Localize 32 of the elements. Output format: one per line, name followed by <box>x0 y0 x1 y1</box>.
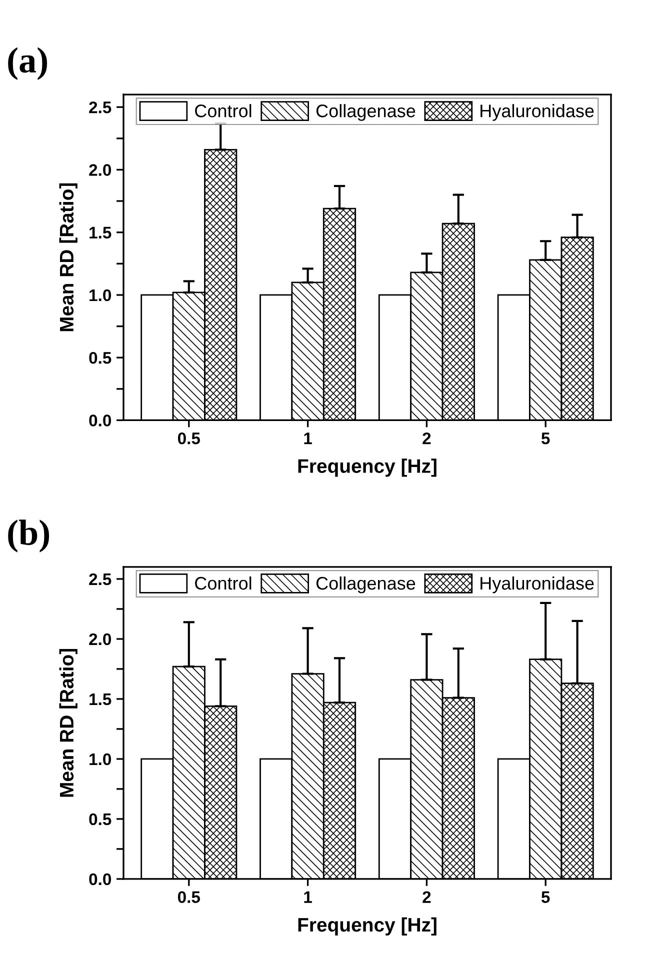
y-tick-label: 2.5 <box>89 102 112 114</box>
legend-label: Hyaluronidase <box>480 104 594 121</box>
chart-title: (b) <box>8 520 50 552</box>
x-tick-label: 5 <box>541 891 550 904</box>
chart-title: (a) <box>8 47 48 80</box>
y-tick-label: 1.5 <box>90 694 112 706</box>
x-tick-label: 0.5 <box>178 432 200 444</box>
legend-label: Control <box>195 104 252 118</box>
x-tick-label: 2 <box>422 891 431 903</box>
legend-label: Hyaluronidase <box>480 576 594 594</box>
x-tick-label: 2 <box>422 432 431 444</box>
x-tick-label: 5 <box>541 432 550 444</box>
x-tick-label: 1 <box>304 432 312 444</box>
legend-label: Control <box>195 576 252 590</box>
y-tick-label: 1.0 <box>90 753 112 766</box>
y-tick-label: 0.5 <box>89 813 112 826</box>
legend-label: Collagenase <box>316 576 416 594</box>
y-tick-label: 2.5 <box>89 573 112 586</box>
x-axis-title: Frequency [Hz] <box>298 458 436 477</box>
y-tick-label: 2.0 <box>89 633 112 646</box>
y-tick-label: 1.5 <box>90 226 112 239</box>
y-tick-label: 0.0 <box>89 414 112 426</box>
x-tick-label: 1 <box>304 891 312 903</box>
y-tick-label: 2.0 <box>89 164 112 176</box>
y-tick-label: 0.0 <box>89 873 112 886</box>
x-axis-title: Frequency [Hz] <box>298 917 436 936</box>
legend-label: Collagenase <box>316 104 416 121</box>
y-axis-title: Mean RD [Ratio] <box>59 648 78 797</box>
y-tick-label: 1.0 <box>90 289 112 302</box>
y-tick-label: 0.5 <box>89 352 112 364</box>
y-axis-title: Mean RD [Ratio] <box>59 183 78 332</box>
x-tick-label: 0.5 <box>178 891 200 904</box>
